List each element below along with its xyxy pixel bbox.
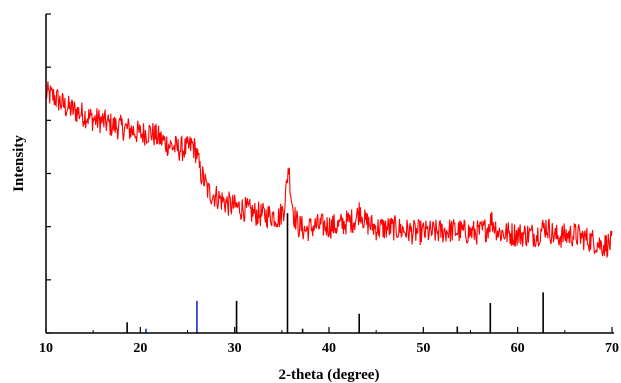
plot-area	[45, 81, 613, 333]
x-tick-label: 20	[133, 341, 147, 356]
x-tick-label: 60	[511, 341, 525, 356]
diffraction-pattern-line	[45, 81, 613, 259]
x-tick-label: 10	[39, 341, 53, 356]
series-layer	[45, 81, 613, 333]
x-axis-ticks: 10 20 30 40 50 60 70	[39, 327, 619, 356]
x-tick-label: 50	[416, 341, 430, 356]
x-tick-label: 40	[322, 341, 336, 356]
y-axis-ticks	[46, 13, 51, 334]
x-tick-label: 70	[605, 341, 619, 356]
y-axis-label: Intensity	[11, 135, 27, 192]
x-tick-label: 30	[228, 341, 242, 356]
x-axis-label: 2-theta (degree)	[279, 367, 380, 383]
